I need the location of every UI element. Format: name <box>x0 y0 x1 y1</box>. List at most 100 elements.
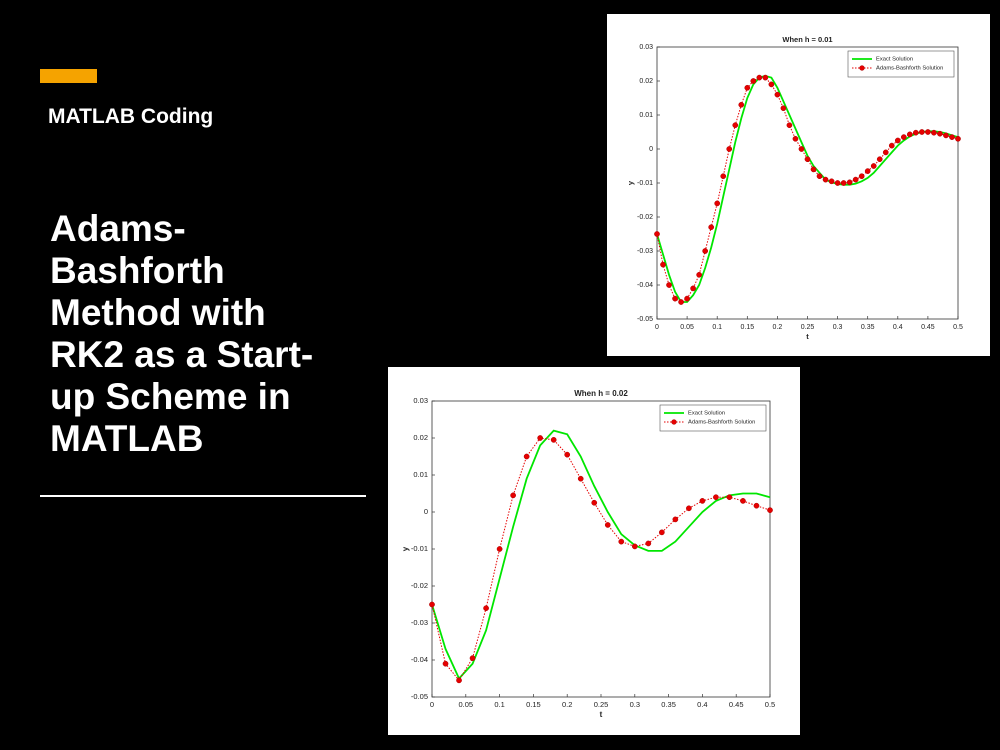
data-point <box>537 435 544 441</box>
data-point <box>882 149 889 156</box>
data-point <box>678 299 684 305</box>
data-point <box>822 176 829 183</box>
legend-label: Exact Solution <box>876 57 913 63</box>
y-tick-label: -0.03 <box>637 248 653 255</box>
tag: MATLAB Coding <box>48 105 214 128</box>
data-point <box>654 231 660 237</box>
data-point <box>429 601 435 608</box>
title-line: Method with <box>50 292 266 333</box>
data-point <box>804 156 811 163</box>
x-tick-label: 0.35 <box>861 324 875 331</box>
y-tick-label: 0.03 <box>639 44 653 51</box>
y-tick-label: -0.01 <box>637 180 653 187</box>
x-tick-label: 0.45 <box>921 324 935 331</box>
data-point <box>483 605 489 612</box>
legend-label: Adams-Bashforth Solution <box>876 66 943 72</box>
data-point <box>786 122 793 129</box>
data-point <box>699 498 706 504</box>
y-tick-label: -0.02 <box>411 581 428 590</box>
data-point <box>876 156 883 163</box>
y-tick-label: -0.05 <box>411 692 428 701</box>
data-point <box>792 135 799 142</box>
data-point <box>618 538 625 545</box>
data-point <box>852 176 859 183</box>
data-point <box>684 295 690 302</box>
title-line: Adams- <box>50 208 186 249</box>
x-axis-label: t <box>600 710 603 719</box>
x-tick-label: 0.35 <box>661 700 676 709</box>
data-point <box>744 84 751 91</box>
data-point <box>523 453 530 460</box>
x-tick-label: 0 <box>655 324 659 331</box>
data-point <box>645 540 652 547</box>
y-tick-label: 0.02 <box>413 433 428 442</box>
accent-bar <box>40 69 97 83</box>
data-point <box>564 451 571 458</box>
data-point <box>604 522 611 528</box>
data-point <box>753 502 760 509</box>
legend-box <box>847 50 955 78</box>
data-point <box>456 677 462 684</box>
x-tick-label: 0.3 <box>833 324 843 331</box>
data-point <box>828 178 835 185</box>
x-tick-label: 0.25 <box>594 700 609 709</box>
data-point <box>780 105 787 112</box>
legend-marker <box>671 419 677 425</box>
data-point <box>672 295 678 302</box>
data-point <box>469 655 476 661</box>
title-line: up Scheme in <box>50 376 291 417</box>
chart-title: When h = 0.02 <box>574 389 628 398</box>
data-point <box>768 81 775 88</box>
y-tick-label: 0 <box>649 146 653 153</box>
x-tick-label: 0.05 <box>680 324 694 331</box>
data-point <box>726 494 733 501</box>
data-point <box>906 131 913 138</box>
y-tick-label: -0.05 <box>637 316 653 323</box>
data-point <box>672 516 679 523</box>
data-point <box>888 142 895 149</box>
y-tick-label: 0.01 <box>639 112 653 119</box>
legend-label: Adams-Bashforth Solution <box>688 420 755 426</box>
data-point <box>726 146 733 152</box>
y-axis-label: y <box>401 546 410 551</box>
data-point <box>949 134 955 140</box>
data-point <box>738 101 745 108</box>
data-point <box>913 129 919 136</box>
data-point <box>756 74 763 81</box>
data-point <box>496 546 503 552</box>
data-point <box>846 179 853 186</box>
y-tick-label: 0.02 <box>639 78 653 85</box>
data-point <box>740 498 746 504</box>
data-point <box>955 135 961 142</box>
data-point <box>510 492 516 499</box>
x-tick-label: 0.2 <box>562 700 572 709</box>
series-line <box>431 429 771 681</box>
x-tick-label: 0 <box>430 700 434 709</box>
x-tick-label: 0.45 <box>729 700 744 709</box>
data-point <box>840 180 847 186</box>
x-axis-label: t <box>806 332 809 341</box>
x-tick-label: 0.5 <box>953 324 963 331</box>
data-point <box>870 163 877 169</box>
x-tick-label: 0.3 <box>630 700 640 709</box>
data-point <box>919 129 925 135</box>
data-point <box>925 129 931 135</box>
x-tick-label: 0.1 <box>494 700 504 709</box>
data-point <box>660 261 666 268</box>
x-tick-label: 0.25 <box>801 324 815 331</box>
slide-title: Adams- Bashforth Method with RK2 as a Start… <box>50 208 313 460</box>
data-point <box>550 437 557 443</box>
x-tick-label: 0.5 <box>765 700 775 709</box>
data-point <box>816 173 823 180</box>
y-tick-label: -0.04 <box>637 282 653 289</box>
legend-label: Exact Solution <box>688 411 725 417</box>
data-point <box>591 499 598 506</box>
data-point <box>714 200 721 207</box>
x-tick-label: 0.05 <box>458 700 473 709</box>
data-point <box>762 74 769 81</box>
series-line <box>656 74 959 303</box>
data-point <box>834 180 841 186</box>
data-point <box>943 132 949 139</box>
x-tick-label: 0.4 <box>697 700 707 709</box>
